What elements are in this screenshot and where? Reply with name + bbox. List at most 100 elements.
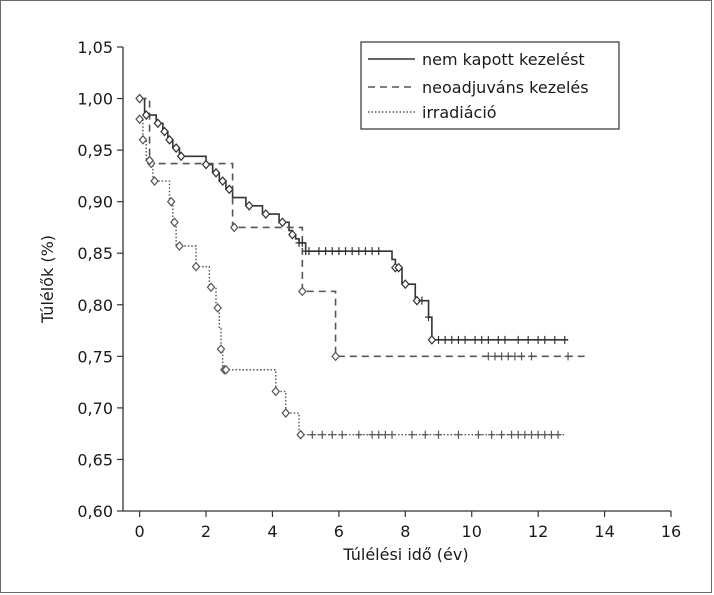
- censor-mark: [298, 238, 306, 247]
- censor-mark: [484, 352, 492, 361]
- censor-mark: [488, 430, 496, 439]
- censor-mark: [504, 352, 512, 361]
- y-tick-label: 0,60: [77, 502, 113, 521]
- censor-mark: [528, 352, 536, 361]
- y-tick-label: 0,95: [77, 141, 113, 160]
- event-marker: [166, 196, 176, 207]
- censor-mark: [528, 430, 536, 439]
- series-line-1: [139, 97, 585, 358]
- censor-mark: [368, 247, 376, 256]
- y-tick-label: 0,85: [77, 244, 113, 263]
- censor-mark: [308, 430, 316, 439]
- censor-mark: [454, 430, 462, 439]
- markers: [135, 93, 572, 440]
- censor-mark: [461, 335, 469, 344]
- series-line-0: [139, 97, 569, 341]
- x-tick-label: 4: [267, 522, 277, 541]
- event-marker: [218, 176, 227, 186]
- event-marker: [213, 302, 222, 313]
- censor-mark: [474, 430, 482, 439]
- censor-mark: [335, 247, 343, 256]
- event-marker: [175, 241, 184, 251]
- x-tick-label: 0: [135, 522, 145, 541]
- censor-mark: [534, 335, 542, 344]
- censor-mark: [388, 430, 396, 439]
- event-marker: [170, 217, 179, 228]
- censor-mark: [454, 335, 462, 344]
- event-marker: [412, 295, 422, 306]
- event-marker: [224, 184, 234, 195]
- event-marker: [138, 134, 148, 145]
- x-tick-label: 14: [594, 522, 614, 541]
- censor-mark: [534, 430, 542, 439]
- event-marker: [191, 261, 201, 272]
- censor-mark: [435, 335, 443, 344]
- event-marker: [229, 222, 239, 233]
- censor-mark: [471, 335, 479, 344]
- event-marker: [331, 351, 340, 362]
- censor-mark: [494, 335, 502, 344]
- censor-mark: [524, 335, 532, 344]
- y-tick-label: 0,70: [77, 399, 113, 418]
- event-marker: [145, 155, 154, 166]
- x-tick-label: 2: [201, 522, 211, 541]
- event-marker: [296, 429, 305, 440]
- event-marker: [165, 134, 174, 145]
- legend-label-2: irradiáció: [422, 103, 497, 122]
- event-marker: [271, 386, 281, 397]
- event-marker: [427, 334, 437, 345]
- event-marker: [394, 262, 403, 273]
- censor-mark: [514, 430, 522, 439]
- censor-mark: [361, 247, 369, 256]
- censor-mark: [554, 430, 562, 439]
- event-marker: [298, 286, 307, 297]
- censor-mark: [435, 430, 443, 439]
- censor-mark: [501, 335, 509, 344]
- censor-mark: [342, 247, 350, 256]
- event-marker: [153, 118, 163, 129]
- legend-box: [360, 41, 620, 130]
- event-marker: [221, 364, 231, 375]
- event-marker: [288, 229, 297, 240]
- censor-mark: [508, 430, 516, 439]
- x-tick-label: 10: [462, 522, 482, 541]
- event-marker: [160, 126, 169, 137]
- y-tick-label: 0,65: [77, 450, 113, 469]
- censor-mark: [328, 247, 336, 256]
- censor-mark: [425, 313, 433, 322]
- censor-mark: [408, 430, 416, 439]
- censor-mark: [328, 430, 336, 439]
- y-tick-label: 1,05: [77, 38, 113, 57]
- event-marker: [176, 151, 186, 162]
- event-marker: [401, 279, 410, 290]
- event-marker: [135, 93, 144, 104]
- censor-mark: [375, 247, 383, 256]
- censor-mark: [547, 430, 555, 439]
- event-marker: [141, 110, 151, 120]
- x-axis-title: Túlélési idő (év): [342, 545, 468, 564]
- event-marker: [278, 217, 287, 228]
- event-marker: [261, 209, 271, 219]
- censor-mark: [521, 430, 529, 439]
- censor-mark: [381, 430, 389, 439]
- y-tick-label: 0,75: [77, 347, 113, 366]
- censor-mark: [541, 430, 549, 439]
- censor-mark: [318, 430, 326, 439]
- censor-mark: [375, 430, 383, 439]
- censor-mark: [498, 430, 506, 439]
- censor-mark: [441, 335, 449, 344]
- event-marker: [135, 114, 144, 125]
- censor-mark: [541, 335, 549, 344]
- event-marker: [150, 176, 159, 186]
- event-marker: [244, 200, 254, 211]
- censor-mark: [421, 430, 429, 439]
- event-marker: [201, 159, 211, 170]
- censor-mark: [348, 247, 356, 256]
- censor-mark: [561, 335, 569, 344]
- y-tick-label: 0,80: [77, 296, 113, 315]
- curves: [139, 97, 585, 436]
- censor-mark: [448, 335, 456, 344]
- x-tick-label: 12: [528, 522, 548, 541]
